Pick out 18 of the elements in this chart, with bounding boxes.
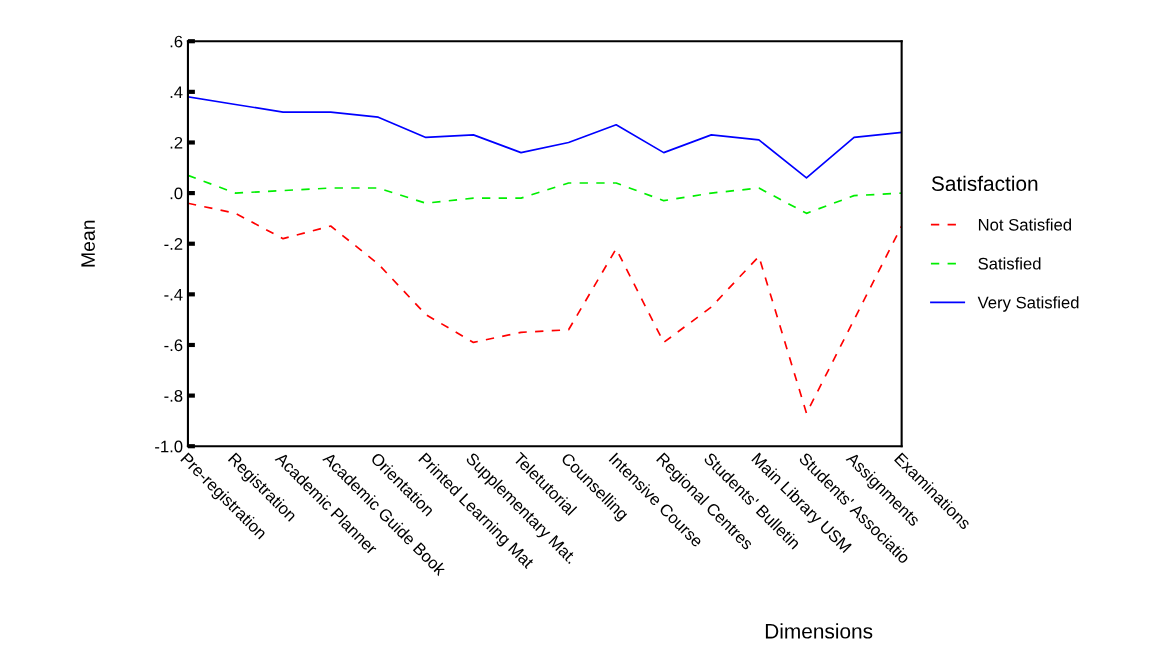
y-tick-label: -.6 [164, 339, 183, 352]
y-tick-label: .0 [170, 187, 183, 200]
x-axis-title: Dimensions [765, 623, 873, 639]
y-tick-label: -.8 [164, 389, 183, 402]
y-tick-label: .6 [170, 35, 183, 48]
line-series [187, 202, 902, 415]
y-tick-label: -.4 [164, 288, 183, 301]
y-tick-label: -.2 [164, 238, 183, 250]
line-series [187, 96, 902, 179]
line-series [187, 174, 902, 215]
y-tick-label: .4 [170, 86, 183, 98]
legend-label: Satisfied [978, 257, 1041, 270]
y-tick-label: -1.0 [155, 440, 183, 453]
legend-label: Not Satisfied [978, 218, 1071, 231]
legend-title: Satisfaction [931, 175, 1038, 192]
y-tick-label: .2 [170, 136, 183, 149]
legend-label: Very Satisfied [977, 296, 1079, 312]
y-axis-title: Mean [81, 220, 95, 267]
